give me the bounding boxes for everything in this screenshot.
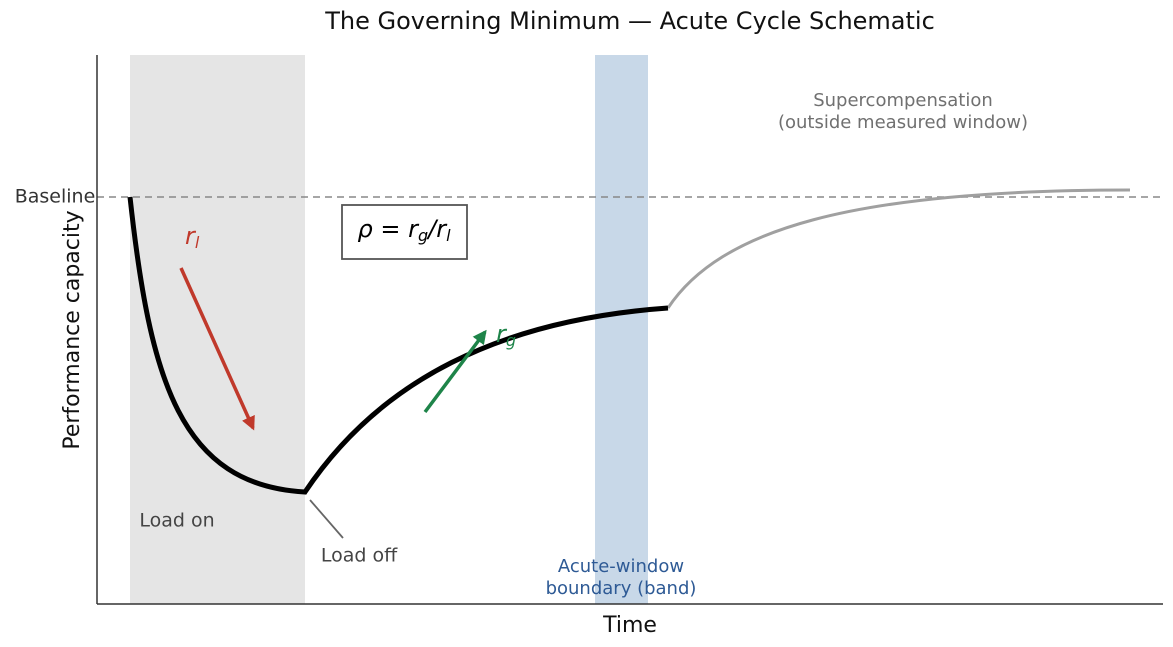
gain-rate-label: rg xyxy=(496,320,516,350)
acute-window-label: Acute-window xyxy=(558,556,684,577)
ratio-box xyxy=(341,204,468,260)
acute-window-band xyxy=(595,55,648,604)
loss-arrow xyxy=(179,267,255,431)
y-axis-label: Performance capacity xyxy=(60,210,85,449)
load-off-label: Load off xyxy=(321,545,398,567)
supercompensation-label: (outside measured window) xyxy=(778,112,1028,133)
gain-arrow xyxy=(423,329,487,414)
subscript: g xyxy=(418,226,428,245)
supercompensation-label: Supercompensation xyxy=(813,90,993,111)
capacity-curve xyxy=(127,196,669,495)
subscript: l xyxy=(195,233,200,252)
formula-part: /r xyxy=(426,215,448,243)
ratio-formula: ρ = rg/rl xyxy=(357,215,451,245)
symbol: r xyxy=(496,320,508,348)
subscript: l xyxy=(446,226,451,245)
load-off-pointer xyxy=(309,499,344,539)
load-on-label: Load on xyxy=(139,510,214,532)
baseline-label: Baseline xyxy=(15,186,96,208)
subscript: g xyxy=(506,331,516,350)
formula-part: ρ = r xyxy=(357,215,420,243)
supercompensation-curve xyxy=(666,188,1131,309)
loss-rate-label: rl xyxy=(185,222,200,252)
symbol: r xyxy=(185,222,197,250)
chart-title: The Governing Minimum — Acute Cycle Sche… xyxy=(324,7,935,35)
load-band xyxy=(130,55,305,604)
acute-window-label: boundary (band) xyxy=(546,578,697,599)
x-axis-label: Time xyxy=(602,613,657,638)
